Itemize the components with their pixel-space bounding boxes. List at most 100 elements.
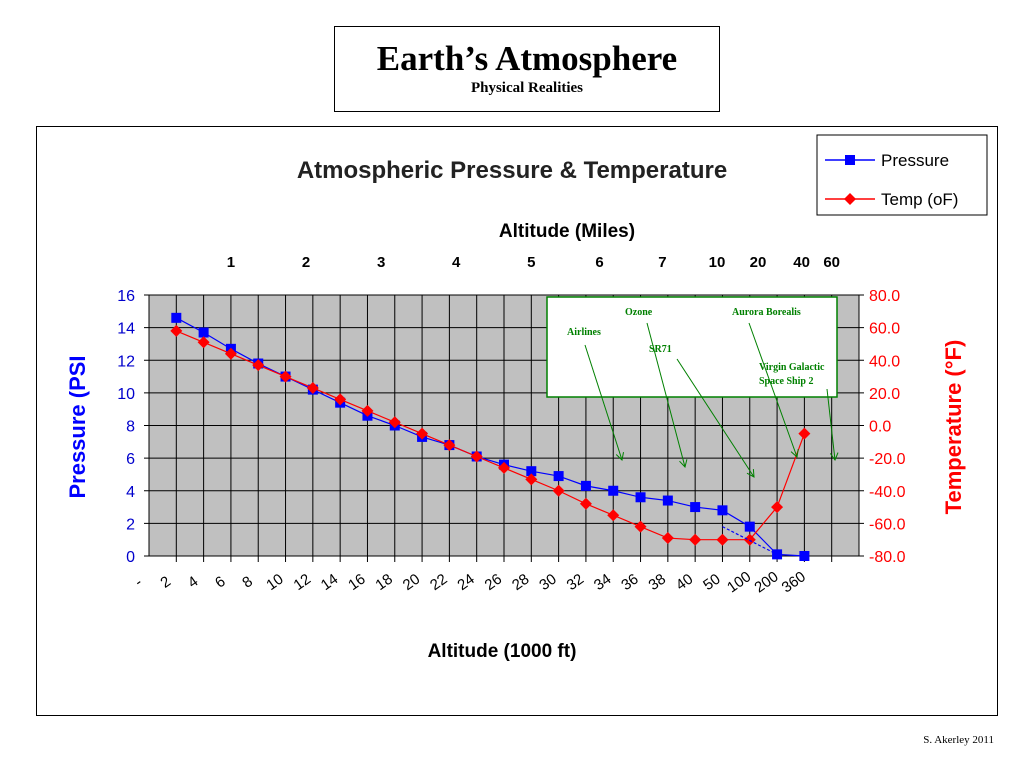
x-tick-label: 10 xyxy=(263,571,286,594)
temperature-point xyxy=(498,461,510,474)
temperature-point xyxy=(634,520,647,533)
x2-tick-label: 7 xyxy=(658,254,666,271)
y2-tick-label: 80.0 xyxy=(869,288,900,305)
x-tick-label: 4 xyxy=(185,573,202,592)
x-tick-label: 18 xyxy=(372,571,395,594)
annotation-arrow xyxy=(676,358,755,478)
pressure-point xyxy=(744,521,755,532)
legend-pressure-label: Pressure xyxy=(881,151,949,170)
annotation-label: Airlines xyxy=(567,327,601,338)
temperature-point xyxy=(197,336,210,349)
x2-tick-label: 60 xyxy=(823,254,840,271)
annotation-label: Ozone xyxy=(625,307,653,318)
temperature-point xyxy=(170,324,183,337)
temperature-point xyxy=(552,484,565,497)
y-tick-label: 14 xyxy=(117,321,135,338)
temperature-point xyxy=(334,393,347,406)
legend-box xyxy=(816,134,988,216)
x-tick-label: 50 xyxy=(700,571,723,594)
x-tick-label: 36 xyxy=(618,571,641,594)
annotation-label: Aurora Borealis xyxy=(732,307,801,318)
y-tick-label: 8 xyxy=(126,419,135,436)
x-tick-label: 8 xyxy=(239,573,256,592)
temperature-point xyxy=(525,473,538,486)
x2-axis-title: Altitude (Miles) xyxy=(499,221,635,242)
y2-tick-label: -20.0 xyxy=(869,451,906,468)
chart-title: Atmospheric Pressure & Temperature xyxy=(297,157,727,184)
atmosphere-chart: Atmospheric Pressure & Temperature Altitu… xyxy=(65,134,988,662)
y2-tick-label: 60.0 xyxy=(869,321,900,338)
slide-title-box: Earth’s Atmosphere Physical Realities xyxy=(334,26,720,112)
series-line-temp-tail xyxy=(776,433,805,508)
y-tick-label: 16 xyxy=(117,288,135,305)
x-tick-label: 22 xyxy=(427,571,450,594)
pressure-point xyxy=(690,502,701,513)
pressure-point xyxy=(526,466,537,477)
x-tick-label: 26 xyxy=(482,571,505,594)
y-tick-label: 10 xyxy=(117,386,135,403)
x-tick-label: 32 xyxy=(564,571,587,594)
annotation-label: SR71 xyxy=(649,344,672,355)
temperature-point xyxy=(388,416,401,429)
x2-tick-label: 5 xyxy=(527,254,535,271)
y-tick-label: 0 xyxy=(126,549,135,566)
annotation-arrow xyxy=(748,322,798,458)
y2-tick-label: 40.0 xyxy=(869,353,900,370)
temperature-point xyxy=(607,509,620,522)
pressure-point xyxy=(580,480,591,491)
y2-tick-label: -80.0 xyxy=(869,549,906,566)
x-tick-label: 360 xyxy=(779,568,809,596)
x2-tick-label: 2 xyxy=(302,254,310,271)
y-tick-label: 6 xyxy=(126,451,135,468)
temperature-point xyxy=(443,439,456,452)
y2-tick-label: 20.0 xyxy=(869,386,900,403)
x-tick-label: 16 xyxy=(345,571,368,594)
x-tick-label: 28 xyxy=(509,571,532,594)
temperature-point xyxy=(361,404,374,417)
annotation-box xyxy=(546,296,838,398)
x-tick-label: 2 xyxy=(157,573,174,592)
y-axis-title: Pressure (PSI xyxy=(65,355,90,498)
pressure-point xyxy=(635,492,646,503)
temperature-point xyxy=(716,533,729,546)
annotation-arrow xyxy=(826,388,836,461)
annotation-arrowhead xyxy=(829,452,839,462)
x-tick-label: 100 xyxy=(724,568,754,596)
author-credit: S. Akerley 2011 xyxy=(923,734,994,746)
y2-tick-label: -40.0 xyxy=(869,484,906,501)
pressure-point xyxy=(171,312,182,323)
x2-tick-label: 20 xyxy=(750,254,767,271)
temperature-point xyxy=(416,427,429,440)
annotation-arrow xyxy=(646,322,686,468)
pressure-point xyxy=(662,495,673,506)
y2-tick-label: -60.0 xyxy=(869,516,906,533)
temperature-point xyxy=(579,497,592,510)
slide-subtitle: Physical Realities xyxy=(470,80,584,96)
x-tick-label: 24 xyxy=(454,571,477,594)
chart-frame: Atmospheric Pressure & Temperature Altitu… xyxy=(36,126,998,716)
x-tick-label: 20 xyxy=(400,571,423,594)
x-tick-label: 40 xyxy=(673,571,696,594)
x2-tick-label: 40 xyxy=(793,254,810,271)
temperature-point xyxy=(689,533,702,546)
annotation-label: Space Ship 2 xyxy=(759,376,813,387)
y2-axis-title: Temperature (°F) xyxy=(941,340,966,515)
x-tick-label: 6 xyxy=(212,573,229,592)
legend-temp-marker xyxy=(844,193,856,205)
annotation-arrowhead xyxy=(615,452,624,461)
temperature-point xyxy=(743,533,756,546)
legend-temp-label: Temp (oF) xyxy=(881,190,958,209)
temperature-point xyxy=(224,347,237,360)
pressure-point xyxy=(717,505,728,516)
x-tick-label: 12 xyxy=(291,571,314,594)
annotation-arrowhead xyxy=(790,449,799,458)
pressure-point xyxy=(198,327,209,338)
pressure-point xyxy=(799,551,810,561)
legend-pressure-marker xyxy=(845,155,855,165)
pressure-connector xyxy=(722,526,778,555)
x-tick-label: 200 xyxy=(751,568,781,596)
x-tick-label: 30 xyxy=(536,571,559,594)
temperature-point xyxy=(306,381,319,394)
annotation-label: Virgin Galactic xyxy=(759,362,825,373)
y-tick-label: 12 xyxy=(117,353,135,370)
